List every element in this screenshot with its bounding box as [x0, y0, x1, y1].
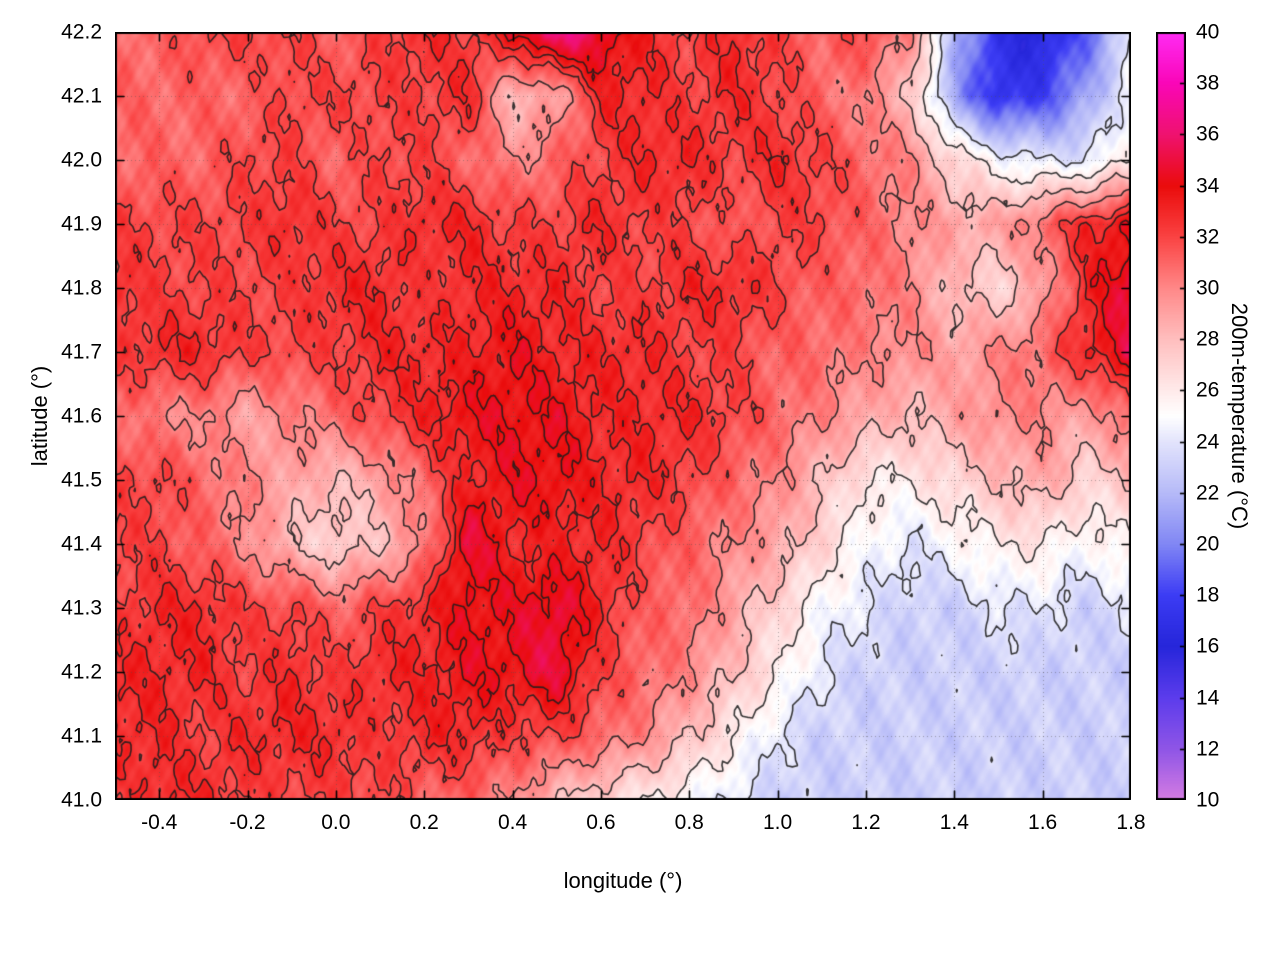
y-tick-label: 41.6 — [61, 404, 102, 428]
colorbar-tick-label: 14 — [1196, 686, 1220, 710]
y-tick-label: 41.3 — [61, 596, 102, 620]
x-tick-label: 1.8 — [1116, 811, 1146, 834]
y-axis-label: latitude (°) — [27, 365, 52, 467]
y-tick-label: 41.2 — [61, 660, 102, 684]
colorbar-tick-label: 10 — [1196, 788, 1220, 812]
colorbar-tick-label: 20 — [1196, 532, 1220, 556]
colorbar-tick-label: 32 — [1196, 225, 1220, 249]
x-tick-label: 1.6 — [1028, 811, 1058, 834]
y-tick-label: 41.0 — [61, 788, 102, 812]
colorbar-label: 200m-temperature (°C) — [1227, 302, 1252, 530]
colorbar-tick-label: 22 — [1196, 481, 1220, 505]
x-tick-label: 0.8 — [674, 811, 704, 834]
x-tick-label: 0.4 — [497, 811, 528, 834]
x-tick-label: 1.2 — [851, 811, 881, 834]
x-tick-label: 0.0 — [321, 811, 351, 834]
x-tick-label: 1.4 — [939, 811, 969, 834]
x-tick-label: -0.2 — [229, 811, 266, 834]
heatmap-canvas — [115, 32, 1131, 800]
x-tick-label: -0.4 — [141, 811, 178, 834]
colorbar-tick-label: 40 — [1196, 20, 1220, 44]
x-tick-label: 0.6 — [586, 811, 616, 834]
colorbar-tick-label: 18 — [1196, 583, 1220, 607]
y-tick-label: 41.9 — [61, 212, 102, 236]
y-tick-label: 42.0 — [61, 148, 102, 172]
y-tick-label: 42.2 — [61, 20, 102, 44]
y-tick-label: 42.1 — [61, 84, 102, 108]
y-tick-label: 41.8 — [61, 276, 102, 300]
colorbar-tick-label: 28 — [1196, 327, 1220, 351]
y-tick-label: 41.1 — [61, 724, 102, 748]
colorbar-tick-label: 12 — [1196, 737, 1220, 761]
colorbar-tick-label: 30 — [1196, 276, 1220, 300]
colorbar-tick-label: 34 — [1196, 174, 1220, 198]
colorbar-tick-label: 16 — [1196, 634, 1220, 658]
colorbar-tick-label: 38 — [1196, 71, 1220, 95]
y-tick-label: 41.5 — [61, 468, 102, 492]
x-axis-label: longitude (°) — [563, 868, 683, 893]
colorbar-gradient — [1156, 32, 1186, 800]
y-tick-label: 41.4 — [61, 532, 102, 556]
x-tick-label: 1.0 — [762, 811, 793, 834]
x-tick-label: 0.2 — [409, 811, 439, 834]
colorbar-tick-label: 26 — [1196, 378, 1220, 402]
y-tick-label: 41.7 — [61, 340, 102, 364]
colorbar-tick-label: 36 — [1196, 122, 1220, 146]
colorbar-tick-label: 24 — [1196, 430, 1220, 454]
